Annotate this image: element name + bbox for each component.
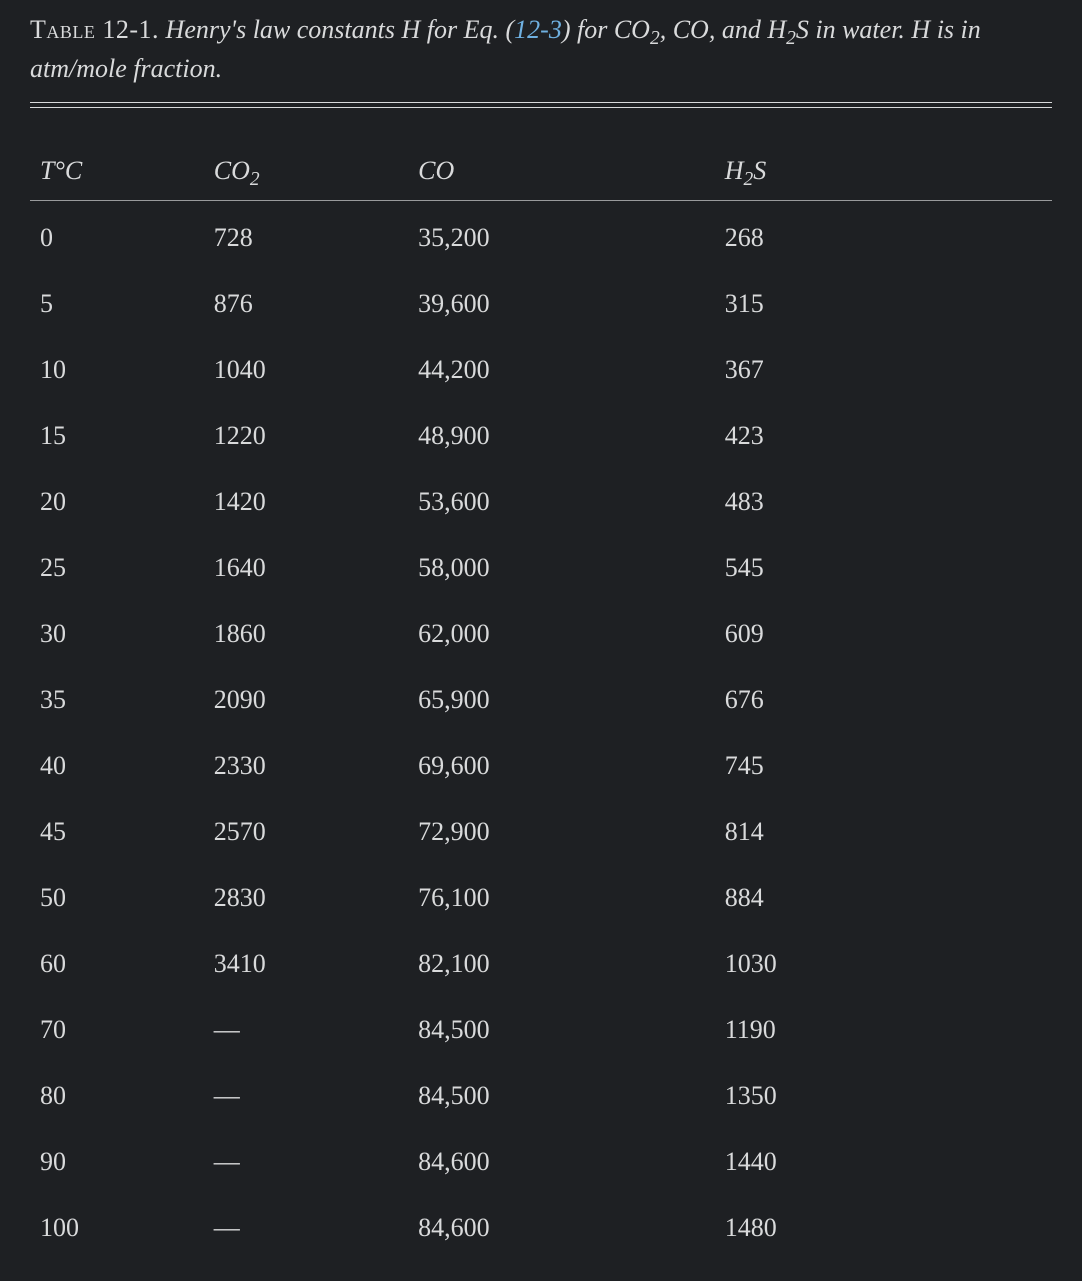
table-row: 25164058,000545 [30, 535, 1052, 601]
table-cell-co2: 876 [204, 271, 408, 337]
table-row: 10104044,200367 [30, 337, 1052, 403]
table-cell-co: 58,000 [408, 535, 715, 601]
table-cell-co2: 1640 [204, 535, 408, 601]
table-cell-tc: 5 [30, 271, 204, 337]
table-cell-h2s: 268 [715, 201, 1052, 272]
table-cell-h2s: 745 [715, 733, 1052, 799]
table-cell-co: 69,600 [408, 733, 715, 799]
table-cell-tc: 70 [30, 997, 204, 1063]
table-cell-tc: 25 [30, 535, 204, 601]
table-row: 100—84,6001480 [30, 1195, 1052, 1261]
table-cell-co2: 3410 [204, 931, 408, 997]
table-row: 70—84,5001190 [30, 997, 1052, 1063]
table-row: 60341082,1001030 [30, 931, 1052, 997]
table-cell-co: 84,500 [408, 997, 715, 1063]
table-cell-co: 84,500 [408, 1063, 715, 1129]
table-cell-tc: 0 [30, 201, 204, 272]
table-cell-h2s: 1480 [715, 1195, 1052, 1261]
table-cell-co: 48,900 [408, 403, 715, 469]
table-cell-tc: 10 [30, 337, 204, 403]
table-row: 20142053,600483 [30, 469, 1052, 535]
table-cell-tc: 100 [30, 1195, 204, 1261]
table-cell-h2s: 1030 [715, 931, 1052, 997]
column-header-co2: CO2 [204, 144, 408, 201]
table-cell-h2s: 545 [715, 535, 1052, 601]
table-body: 072835,200268587639,60031510104044,20036… [30, 201, 1052, 1262]
table-cell-co: 84,600 [408, 1129, 715, 1195]
column-header-h2s: H2S [715, 144, 1052, 201]
table-cell-co2: — [204, 1195, 408, 1261]
table-cell-tc: 45 [30, 799, 204, 865]
table-cell-h2s: 483 [715, 469, 1052, 535]
table-cell-co2: 2090 [204, 667, 408, 733]
column-header-co: CO [408, 144, 715, 201]
table-cell-co: 53,600 [408, 469, 715, 535]
table-cell-h2s: 1190 [715, 997, 1052, 1063]
table-header-row: T°CCO2COH2S [30, 144, 1052, 201]
table-cell-co2: — [204, 1129, 408, 1195]
table-row: 15122048,900423 [30, 403, 1052, 469]
table-cell-h2s: 423 [715, 403, 1052, 469]
table-cell-h2s: 315 [715, 271, 1052, 337]
table-cell-co2: 2830 [204, 865, 408, 931]
table-cell-tc: 30 [30, 601, 204, 667]
table-cell-tc: 60 [30, 931, 204, 997]
table-cell-tc: 50 [30, 865, 204, 931]
table-cell-h2s: 676 [715, 667, 1052, 733]
table-row: 35209065,900676 [30, 667, 1052, 733]
table-cell-tc: 20 [30, 469, 204, 535]
caption-sub-2: 2 [786, 28, 796, 49]
table-cell-co: 39,600 [408, 271, 715, 337]
table-cell-co: 65,900 [408, 667, 715, 733]
table-row: 45257072,900814 [30, 799, 1052, 865]
table-cell-tc: 90 [30, 1129, 204, 1195]
table-cell-tc: 80 [30, 1063, 204, 1129]
table-cell-co2: 1420 [204, 469, 408, 535]
caption-text-3: , CO, and H [660, 15, 786, 44]
table-cell-tc: 40 [30, 733, 204, 799]
caption-text-2: ) for CO [562, 15, 650, 44]
column-header-tc: T°C [30, 144, 204, 201]
table-row: 80—84,5001350 [30, 1063, 1052, 1129]
table-cell-co2: — [204, 1063, 408, 1129]
table-container: Table 12-1. Henry's law constants H for … [0, 0, 1082, 1281]
table-row: 587639,600315 [30, 271, 1052, 337]
table-cell-co2: 728 [204, 201, 408, 272]
table-cell-co: 72,900 [408, 799, 715, 865]
table-cell-co2: 1220 [204, 403, 408, 469]
table-cell-co2: 2330 [204, 733, 408, 799]
table-head: T°CCO2COH2S [30, 144, 1052, 201]
table-row: 50283076,100884 [30, 865, 1052, 931]
table-cell-co: 76,100 [408, 865, 715, 931]
table-row: 30186062,000609 [30, 601, 1052, 667]
table-cell-tc: 35 [30, 667, 204, 733]
table-row: 40233069,600745 [30, 733, 1052, 799]
caption-text-1: Henry's law constants H for Eq. ( [159, 15, 514, 44]
table-cell-h2s: 1350 [715, 1063, 1052, 1129]
equation-link[interactable]: 12-3 [514, 15, 562, 44]
table-cell-h2s: 609 [715, 601, 1052, 667]
caption-sub-1: 2 [650, 28, 660, 49]
table-cell-co2: 2570 [204, 799, 408, 865]
table-cell-h2s: 1440 [715, 1129, 1052, 1195]
table-cell-co: 35,200 [408, 201, 715, 272]
double-rule [30, 102, 1052, 108]
table-cell-co: 82,100 [408, 931, 715, 997]
table-cell-co2: 1860 [204, 601, 408, 667]
table-cell-h2s: 884 [715, 865, 1052, 931]
table-cell-h2s: 367 [715, 337, 1052, 403]
table-cell-h2s: 814 [715, 799, 1052, 865]
table-cell-co: 62,000 [408, 601, 715, 667]
table-caption: Table 12-1. Henry's law constants H for … [30, 10, 1052, 94]
table-cell-co: 84,600 [408, 1195, 715, 1261]
table-cell-co2: — [204, 997, 408, 1063]
table-cell-co: 44,200 [408, 337, 715, 403]
table-row: 072835,200268 [30, 201, 1052, 272]
table-cell-co2: 1040 [204, 337, 408, 403]
table-cell-tc: 15 [30, 403, 204, 469]
table-label: Table 12-1. [30, 15, 159, 44]
henry-law-table: T°CCO2COH2S 072835,200268587639,60031510… [30, 144, 1052, 1261]
table-row: 90—84,6001440 [30, 1129, 1052, 1195]
